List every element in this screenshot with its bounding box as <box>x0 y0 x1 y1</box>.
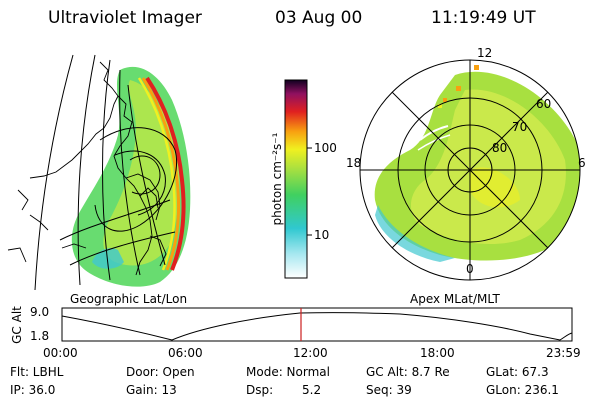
lat-label-70: 70 <box>512 120 528 134</box>
colorbar-unit-label: photon cm⁻²s⁻¹ <box>270 132 284 226</box>
info-gain: Gain: 13 <box>126 383 177 397</box>
info-seq: Seq: 39 <box>366 383 412 397</box>
info-door: Door: Open <box>126 365 195 379</box>
info-dsp-label: Dsp: <box>246 383 274 397</box>
altitude-plot <box>61 307 573 342</box>
geographic-map <box>7 54 191 291</box>
info-gc-alt: GC Alt: 8.7 Re <box>366 365 450 379</box>
mlt-label-0: 0 <box>466 262 474 276</box>
colorbar <box>284 79 308 279</box>
info-glat: GLat: 67.3 <box>486 365 549 379</box>
info-glon: GLon: 236.1 <box>486 383 559 397</box>
aurora-geo-inner <box>103 80 180 266</box>
altitude-xtick-1800: 18:00 <box>420 346 455 360</box>
lat-label-60: 60 <box>536 97 552 111</box>
altitude-xtick-1200: 12:00 <box>293 346 328 360</box>
info-filter: Flt: LBHL <box>10 365 64 379</box>
info-dsp-value: 5.2 <box>302 383 322 397</box>
altitude-curve <box>61 312 573 341</box>
altitude-xtick-0000: 00:00 <box>43 346 78 360</box>
altitude-ytick-bottom: 1.8 <box>30 329 50 343</box>
altitude-xtick-2359: 23:59 <box>546 346 581 360</box>
altitude-ytick-top: 9.0 <box>30 305 50 319</box>
colorbar-label-100: 100 <box>314 141 337 155</box>
lat-label-80: 80 <box>492 141 508 155</box>
mlt-label-12: 12 <box>477 46 493 60</box>
altitude-xtick-0600: 06:00 <box>168 346 203 360</box>
instrument-title: Ultraviolet Imager <box>48 8 202 28</box>
altitude-ylabel: GC Alt <box>10 306 24 344</box>
mlt-label-18: 18 <box>346 156 362 170</box>
info-ip: IP: 36.0 <box>10 383 56 397</box>
date-label: 03 Aug 00 <box>275 8 363 28</box>
polar-grid <box>359 59 581 281</box>
aurora-limb-arc <box>145 76 186 271</box>
info-mode: Mode: Normal <box>246 365 330 379</box>
time-label: 11:19:49 UT <box>431 8 536 28</box>
polar-plot <box>359 59 581 281</box>
geographic-label: Geographic Lat/Lon <box>70 292 188 306</box>
altitude-plot-frame <box>61 307 573 342</box>
coastlines <box>7 61 167 276</box>
colorbar-label-10: 10 <box>314 228 330 242</box>
aurora-geo-fringe <box>92 248 124 269</box>
apex-label: Apex MLat/MLT <box>410 292 500 306</box>
mlt-label-6: 6 <box>578 156 586 170</box>
